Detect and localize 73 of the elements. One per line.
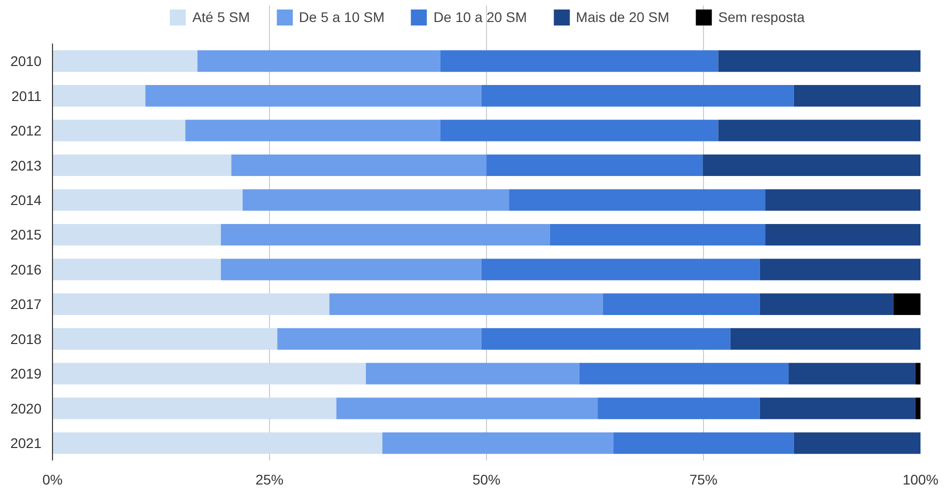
bar xyxy=(788,362,916,384)
bar xyxy=(894,293,920,315)
bar xyxy=(52,50,198,72)
bar xyxy=(197,50,440,72)
y-tick-label: 2019 xyxy=(10,366,42,382)
bar xyxy=(277,328,482,350)
x-tick-label: 50% xyxy=(472,472,501,488)
bar xyxy=(185,120,440,142)
bar xyxy=(765,189,920,211)
y-tick-label: 2021 xyxy=(10,435,42,452)
bar xyxy=(486,154,703,176)
bar xyxy=(550,224,766,246)
bar xyxy=(915,398,920,420)
legend-label: De 5 a 10 SM xyxy=(298,9,385,25)
bar xyxy=(231,154,486,176)
bar xyxy=(481,328,730,350)
bar xyxy=(52,328,278,350)
bar xyxy=(598,398,760,420)
bar xyxy=(794,432,920,454)
y-tick-label: 2018 xyxy=(10,330,42,347)
bar xyxy=(52,258,221,280)
bar xyxy=(242,189,510,211)
y-tick-label: 2015 xyxy=(10,226,42,243)
bar xyxy=(52,293,330,315)
bar xyxy=(52,362,366,384)
x-tick-label: 75% xyxy=(689,472,718,488)
bar xyxy=(329,293,603,315)
legend-label: Mais de 20 SM xyxy=(576,9,670,25)
bar xyxy=(382,432,614,454)
bar xyxy=(613,432,794,454)
bar xyxy=(336,398,598,420)
bar xyxy=(52,398,336,420)
bar xyxy=(52,432,382,454)
y-tick-label: 2011 xyxy=(11,88,42,104)
bar xyxy=(481,85,794,107)
bar xyxy=(602,293,760,315)
bar xyxy=(760,293,894,315)
x-tick-label: 0% xyxy=(42,472,63,488)
legend-label: Até 5 SM xyxy=(192,9,250,25)
bar xyxy=(220,224,550,246)
bar xyxy=(760,398,916,420)
bar xyxy=(765,224,920,246)
bar xyxy=(915,362,920,384)
legend-label: De 10 a 20 SM xyxy=(434,9,527,25)
bar xyxy=(760,258,920,280)
bar xyxy=(718,120,920,142)
legend-label: Sem resposta xyxy=(718,9,805,25)
x-tick-label: 25% xyxy=(255,472,284,488)
bar xyxy=(52,154,232,176)
bar xyxy=(730,328,920,350)
bar xyxy=(794,85,920,107)
bar xyxy=(52,224,221,246)
bar xyxy=(509,189,766,211)
bar xyxy=(440,120,718,142)
bar xyxy=(220,258,482,280)
bar xyxy=(440,50,718,72)
bar xyxy=(52,85,146,107)
bar xyxy=(145,85,482,107)
y-tick-label: 2012 xyxy=(10,122,42,139)
y-tick-label: 2010 xyxy=(10,53,42,70)
bar xyxy=(366,362,580,384)
bar xyxy=(718,50,920,72)
y-tick-label: 2013 xyxy=(10,157,42,174)
y-tick-label: 2017 xyxy=(10,296,42,312)
bar xyxy=(579,362,789,384)
bar xyxy=(702,154,920,176)
y-tick-label: 2016 xyxy=(10,261,42,278)
y-tick-label: 2020 xyxy=(10,400,42,416)
bar xyxy=(481,258,760,280)
y-tick-label: 2014 xyxy=(10,192,42,208)
bar xyxy=(52,120,186,142)
x-tick-label: 100% xyxy=(902,472,938,488)
bar xyxy=(52,189,243,211)
